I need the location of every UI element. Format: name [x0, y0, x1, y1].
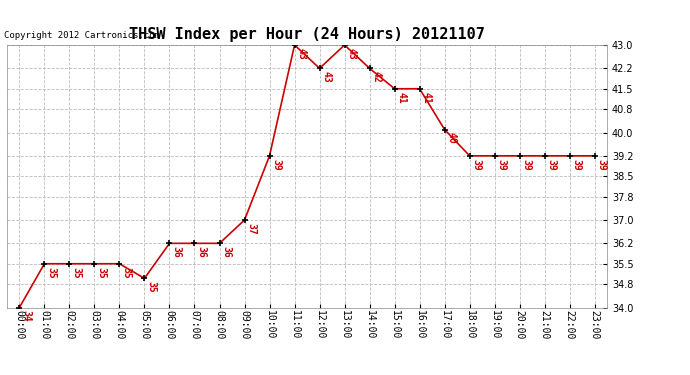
Text: 35: 35 [71, 267, 81, 278]
Text: Copyright 2012 Cartronics.com: Copyright 2012 Cartronics.com [4, 31, 160, 40]
Text: 35: 35 [121, 267, 131, 278]
Text: THSW  (°F): THSW (°F) [583, 32, 645, 42]
Text: 36: 36 [221, 246, 231, 258]
Text: 43: 43 [346, 48, 357, 60]
Text: 43: 43 [297, 48, 306, 60]
Text: 35: 35 [97, 267, 106, 278]
Text: 41: 41 [422, 92, 431, 103]
Text: 36: 36 [197, 246, 206, 258]
Text: 37: 37 [246, 223, 257, 234]
Title: THSW Index per Hour (24 Hours) 20121107: THSW Index per Hour (24 Hours) 20121107 [129, 27, 485, 42]
Text: 39: 39 [471, 159, 482, 170]
Text: 42: 42 [371, 71, 382, 83]
Text: 39: 39 [546, 159, 557, 170]
Text: 39: 39 [497, 159, 506, 170]
Text: 36: 36 [171, 246, 181, 258]
Text: 34: 34 [21, 310, 31, 322]
Text: 40: 40 [446, 132, 457, 144]
Text: 39: 39 [597, 159, 607, 170]
Text: 43: 43 [322, 71, 331, 83]
Text: 39: 39 [271, 159, 282, 170]
Text: 35: 35 [146, 281, 157, 293]
Text: 39: 39 [522, 159, 531, 170]
Text: 41: 41 [397, 92, 406, 103]
Text: 35: 35 [46, 267, 57, 278]
Text: 39: 39 [571, 159, 582, 170]
